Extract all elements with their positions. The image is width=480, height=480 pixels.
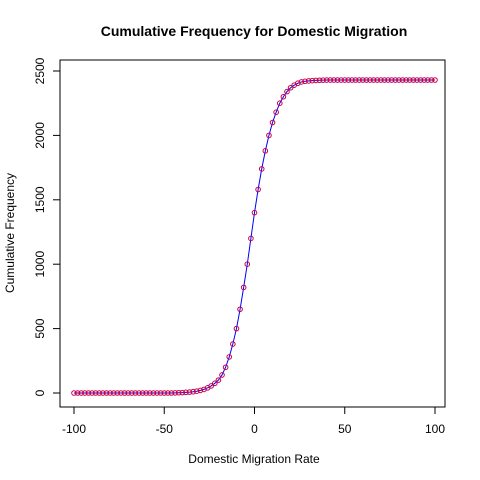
x-tick-label: 100 [425,422,445,436]
y-axis-label: Cumulative Frequency [3,173,17,293]
x-axis: -100 -50 0 50 100 [62,407,445,436]
series-line [74,80,435,393]
chart-title: Cumulative Frequency for Domestic Migrat… [101,23,408,39]
x-tick-label: -100 [62,422,86,436]
y-tick-label: 500 [33,318,47,338]
series-layer [72,78,438,396]
y-tick-label: 2500 [33,57,47,84]
x-axis-label: Domestic Migration Rate [188,452,320,466]
x-tick-label: -50 [156,422,174,436]
plot-frame [60,60,445,407]
x-tick-label: 50 [338,422,352,436]
x-tick-label: 0 [251,422,258,436]
y-tick-label: 0 [33,389,47,396]
y-tick-label: 1000 [33,251,47,278]
y-axis: 0 500 1000 1500 2000 2500 [33,57,60,396]
y-tick-label: 2000 [33,122,47,149]
y-tick-label: 1500 [33,186,47,213]
